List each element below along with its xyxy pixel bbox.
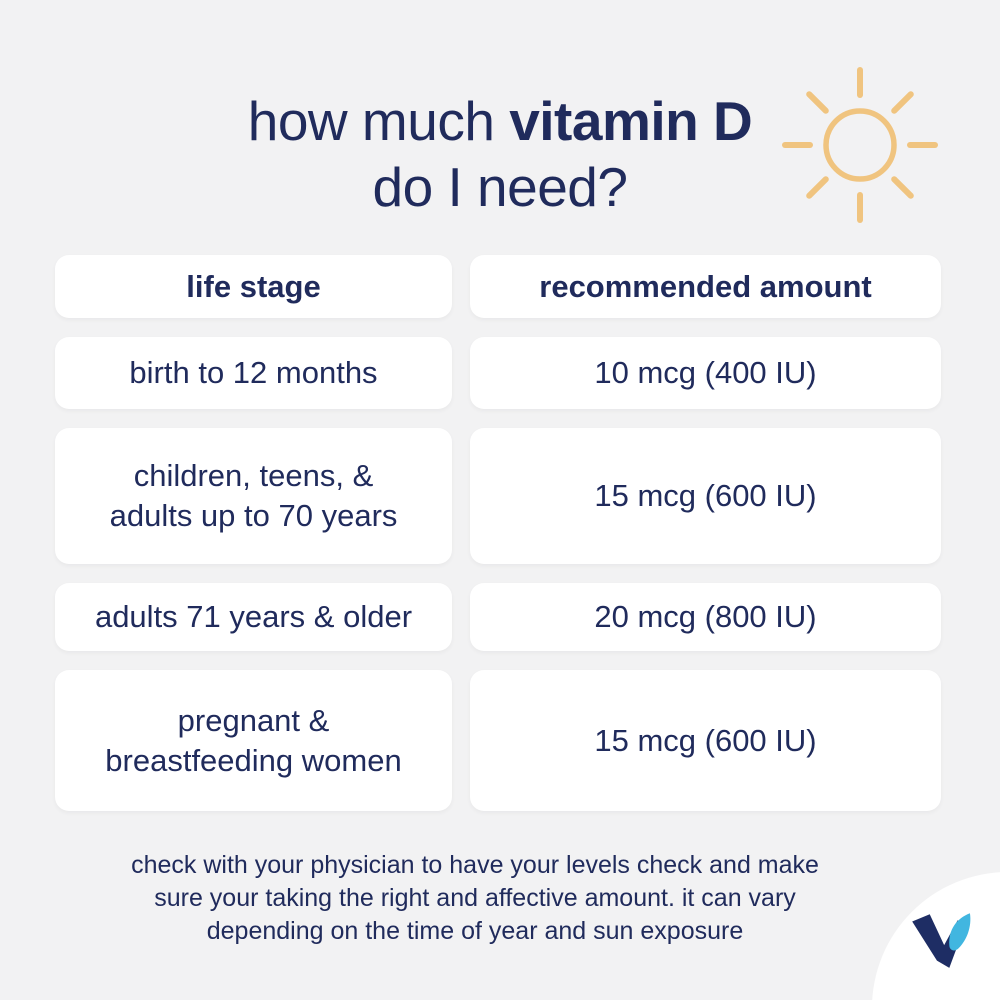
table-header-life-stage: life stage xyxy=(55,255,452,318)
table-cell-life-stage: adults 71 years & older xyxy=(55,583,452,651)
v-brand-logo-icon xyxy=(912,913,971,968)
table-cell-amount: 15 mcg (600 IU) xyxy=(470,428,941,564)
brand-logo-circle xyxy=(872,872,1000,1000)
disclaimer-text: check with your physician to have your l… xyxy=(131,851,819,945)
table-cell-amount: 15 mcg (600 IU) xyxy=(470,670,941,811)
table-cell-life-stage: children, teens, & adults up to 70 years xyxy=(55,428,452,564)
table-cell-life-stage: pregnant & breastfeeding women xyxy=(55,670,452,811)
table-header-recommended-amount: recommended amount xyxy=(470,255,941,318)
table-cell-amount: 20 mcg (800 IU) xyxy=(470,583,941,651)
table-cell-amount: 10 mcg (400 IU) xyxy=(470,337,941,409)
title-regular-text: how much xyxy=(247,90,510,152)
title-line-1: how much vitamin D xyxy=(0,88,1000,154)
vitamin-d-table: life stage recommended amount birth to 1… xyxy=(55,255,941,811)
table-cell-life-stage: birth to 12 months xyxy=(55,337,452,409)
sun-icon xyxy=(782,67,938,223)
title-line-2: do I need? xyxy=(372,156,628,218)
page-title: how much vitamin D do I need? xyxy=(0,88,1000,220)
title-bold-text: vitamin D xyxy=(509,90,753,152)
